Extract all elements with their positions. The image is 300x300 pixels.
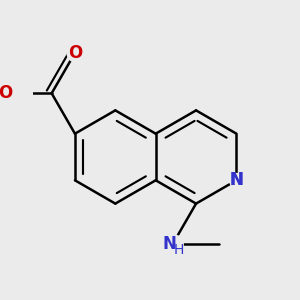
Text: H: H [173,243,184,256]
Text: O: O [0,84,12,102]
Text: N: N [230,171,243,189]
Text: N: N [230,171,243,189]
Text: N: N [163,235,176,253]
Text: O: O [68,44,82,62]
